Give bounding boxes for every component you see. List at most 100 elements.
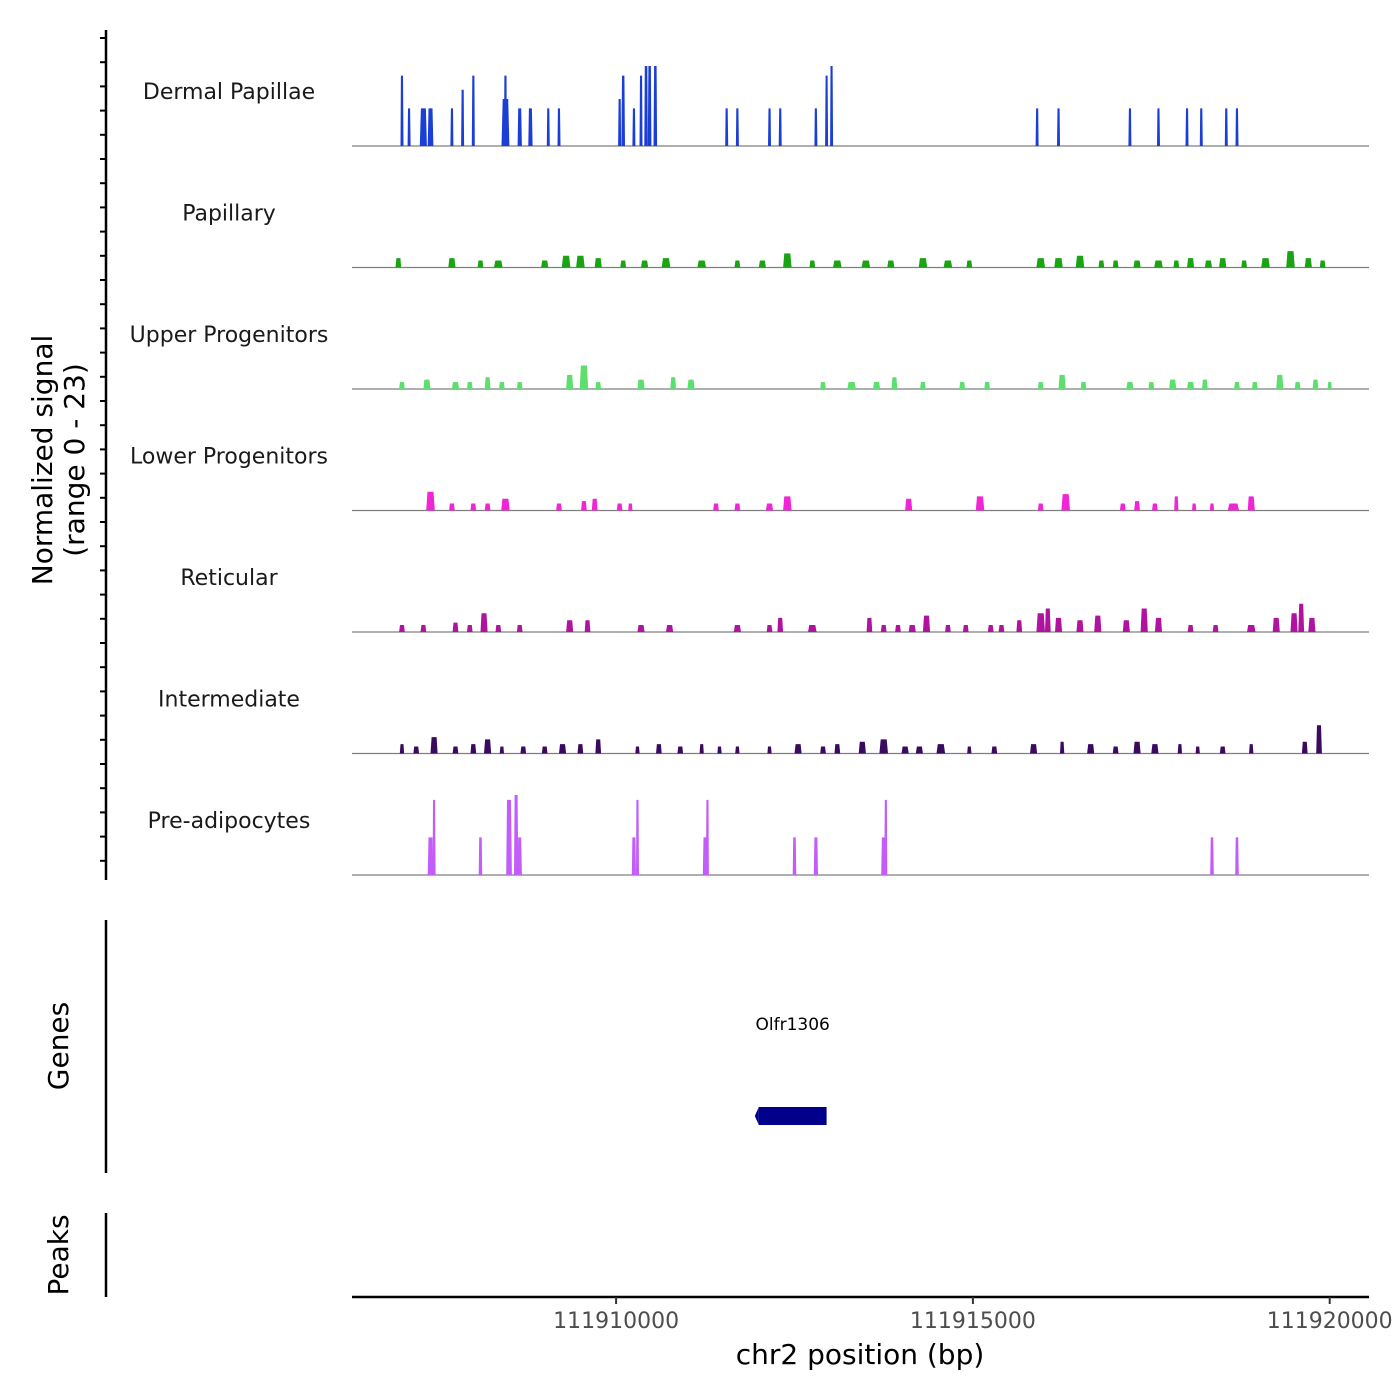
signal-peak bbox=[808, 625, 817, 632]
signal-peak bbox=[1060, 741, 1065, 754]
signal-peak bbox=[620, 260, 627, 268]
signal-peak bbox=[1272, 617, 1280, 632]
signal-peak bbox=[1210, 837, 1214, 875]
signal-peak bbox=[766, 625, 773, 632]
signal-peak bbox=[1030, 744, 1038, 754]
signal-peak bbox=[616, 503, 623, 511]
signal-peak bbox=[962, 625, 969, 632]
signal-peak bbox=[595, 739, 602, 754]
track-reticular: Reticular bbox=[180, 566, 1369, 633]
signal-peak bbox=[1057, 108, 1060, 146]
signal-peak bbox=[966, 260, 973, 268]
signal-peak bbox=[399, 625, 405, 632]
signal-peak bbox=[484, 377, 491, 389]
signal-peak bbox=[725, 108, 729, 146]
signal-peak bbox=[915, 746, 923, 754]
signal-peak bbox=[1304, 258, 1312, 268]
signal-peak bbox=[546, 108, 550, 146]
signal-peak bbox=[699, 744, 704, 754]
track-label: Papillary bbox=[182, 202, 276, 227]
signal-peak bbox=[905, 498, 913, 511]
signal-peak bbox=[713, 503, 719, 511]
signal-peak bbox=[426, 491, 435, 511]
track-label: Lower Progenitors bbox=[130, 445, 328, 470]
signal-peak bbox=[767, 746, 772, 754]
signal-peak bbox=[847, 382, 856, 389]
signal-peak bbox=[501, 99, 510, 146]
signal-peak bbox=[677, 746, 684, 754]
signal-peak bbox=[470, 503, 477, 511]
signal-peak bbox=[820, 746, 826, 754]
signal-peak bbox=[1154, 260, 1163, 268]
signal-peak bbox=[783, 253, 792, 268]
signal-peak bbox=[1133, 260, 1141, 268]
track-pre-adipocytes: Pre-adipocytes bbox=[148, 795, 1369, 876]
y-axis-title-line1: Normalized signal bbox=[26, 335, 59, 586]
signal-peak bbox=[450, 108, 454, 146]
signal-peak bbox=[705, 799, 709, 875]
signal-peak bbox=[783, 496, 792, 511]
signal-peak bbox=[1308, 617, 1316, 632]
signal-peak bbox=[735, 108, 739, 146]
signal-peak bbox=[577, 744, 584, 754]
signal-peak bbox=[566, 620, 574, 632]
track-label: Intermediate bbox=[158, 688, 300, 713]
signal-peak bbox=[1080, 382, 1087, 389]
signal-peak bbox=[1298, 603, 1305, 632]
signal-peak bbox=[480, 613, 488, 632]
signal-peak bbox=[1076, 620, 1084, 632]
signal-peak bbox=[908, 625, 916, 632]
signal-peak bbox=[814, 108, 818, 146]
signal-peak bbox=[1152, 503, 1158, 511]
signal-peak bbox=[777, 617, 784, 632]
gene-body-olfr1306[interactable] bbox=[758, 1107, 827, 1125]
signal-peak bbox=[635, 746, 640, 754]
track-label: Upper Progenitors bbox=[130, 323, 329, 348]
signal-peak bbox=[631, 837, 636, 875]
signal-peak bbox=[1204, 260, 1212, 268]
signal-peak bbox=[639, 75, 643, 146]
signal-peak bbox=[499, 382, 505, 389]
signal-peak bbox=[697, 260, 706, 268]
signal-peak bbox=[1134, 501, 1140, 511]
signal-peak bbox=[1247, 625, 1256, 632]
signal-peak bbox=[1140, 608, 1148, 632]
signal-peak bbox=[452, 622, 459, 632]
signal-peak bbox=[1098, 260, 1105, 268]
signal-peak bbox=[506, 799, 512, 875]
signal-peak bbox=[1154, 617, 1162, 632]
signal-peak bbox=[432, 799, 436, 875]
signal-peak bbox=[636, 799, 639, 875]
signal-peak bbox=[1319, 260, 1326, 268]
signal-peak bbox=[656, 744, 662, 754]
x-axis: 111910000 111915000 111920000 bbox=[352, 1295, 1393, 1334]
signal-peak bbox=[576, 255, 585, 268]
signal-peak bbox=[637, 379, 645, 389]
x-tick-label: 111915000 bbox=[910, 1309, 1036, 1334]
signal-peak bbox=[1169, 379, 1177, 389]
signal-peak bbox=[1054, 258, 1063, 268]
signal-peak bbox=[1235, 108, 1239, 146]
signal-peak bbox=[1016, 620, 1023, 632]
signal-peak bbox=[420, 625, 427, 632]
signal-peak bbox=[494, 260, 503, 268]
signal-peak bbox=[717, 746, 722, 754]
signal-peak bbox=[1241, 260, 1247, 268]
signal-peak bbox=[1157, 108, 1160, 146]
signal-peak bbox=[1185, 108, 1189, 146]
signal-peak bbox=[413, 746, 420, 754]
signal-peak bbox=[520, 746, 527, 754]
signal-peak bbox=[561, 255, 571, 268]
signal-peak bbox=[880, 625, 887, 632]
signal-peak bbox=[945, 625, 951, 632]
signal-peak bbox=[407, 108, 411, 146]
signal-peak bbox=[566, 374, 574, 389]
signal-peak bbox=[1151, 744, 1159, 754]
signal-peak bbox=[517, 108, 522, 146]
peaks-panel: Peaks bbox=[42, 1213, 108, 1297]
signal-peak bbox=[987, 625, 994, 632]
track-label: Dermal Papillae bbox=[143, 80, 315, 105]
signal-peak bbox=[395, 258, 402, 268]
signal-peak bbox=[858, 741, 866, 754]
signal-peak bbox=[1219, 258, 1227, 268]
